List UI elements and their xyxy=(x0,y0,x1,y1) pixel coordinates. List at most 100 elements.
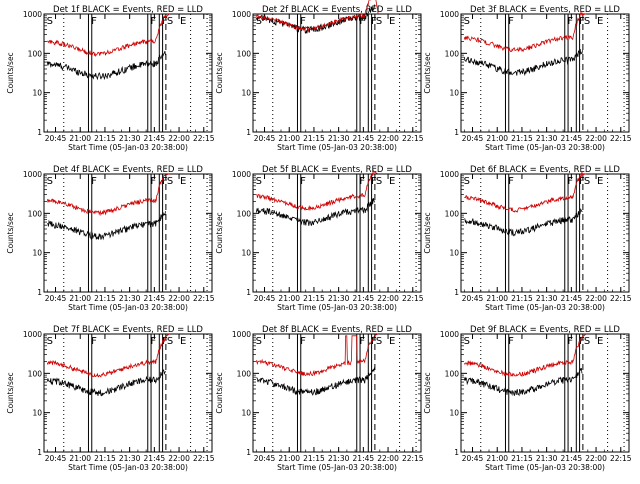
x-tick-label: 21:00 xyxy=(486,134,508,143)
x-axis-label: Start Time (05-Jan-03 20:38:00) xyxy=(485,303,605,312)
x-tick-label: 21:00 xyxy=(486,294,508,303)
flag-letter: S xyxy=(376,16,382,27)
flag-letter: F xyxy=(150,16,156,27)
x-tick-label: 21:00 xyxy=(278,134,300,143)
series-lld xyxy=(47,13,170,57)
x-axis-label: Start Time (05-Jan-03 20:38:00) xyxy=(277,143,397,152)
flag-letter: S xyxy=(376,336,382,347)
flag-letter: F xyxy=(162,336,168,347)
flag-letter: F xyxy=(150,176,156,187)
flag-letter: S xyxy=(584,336,590,347)
series-lld xyxy=(464,171,587,213)
x-tick-label: 20:45 xyxy=(254,294,276,303)
x-tick-label: 21:15 xyxy=(94,294,116,303)
x-tick-label: 20:45 xyxy=(462,294,484,303)
y-axis-label: Counts/sec xyxy=(423,212,432,253)
flag-letter: S xyxy=(464,336,470,347)
panel-title: Det 1f BLACK = Events, RED = LLD xyxy=(53,5,203,15)
plot-frame xyxy=(460,333,630,453)
flag-letter: E xyxy=(389,16,395,27)
flag-letter: S xyxy=(464,176,470,187)
x-tick-label: 21:45 xyxy=(561,294,583,303)
x-tick-label: 21:45 xyxy=(144,294,166,303)
flag-letter: F xyxy=(150,336,156,347)
panel-2: Det 2f BLACK = Events, RED = LLD 1 10 100 10… xyxy=(215,0,424,152)
y-tick-label: 1000 xyxy=(232,170,251,179)
flag-letter: F xyxy=(300,176,306,187)
x-tick-label: 21:45 xyxy=(144,454,166,463)
series-events xyxy=(463,48,583,77)
flag-letter: F xyxy=(162,16,168,27)
panel-title: Det 3f BLACK = Events, RED = LLD xyxy=(470,5,620,15)
flag-letter: E xyxy=(180,16,186,27)
y-axis-label: Counts/sec xyxy=(423,52,432,93)
flag-letter: E xyxy=(180,336,186,347)
y-axis-label: Counts/sec xyxy=(215,212,224,253)
x-tick-label: 21:00 xyxy=(69,454,91,463)
x-tick-label: 22:00 xyxy=(585,134,607,143)
x-tick-label: 22:00 xyxy=(377,134,399,143)
x-axis-label: Start Time (05-Jan-03 20:38:00) xyxy=(68,463,188,472)
panel-title: Det 6f BLACK = Events, RED = LLD xyxy=(470,165,620,175)
x-tick-label: 21:15 xyxy=(303,454,325,463)
series-events xyxy=(464,208,583,237)
x-tick-label: 22:00 xyxy=(168,134,190,143)
panel-1: Det 1f BLACK = Events, RED = LLD 1 10 100 10… xyxy=(6,5,215,152)
y-tick-label: 10 xyxy=(449,409,459,418)
panel-title: Det 9f BLACK = Events, RED = LLD xyxy=(470,325,620,335)
y-tick-label: 100 xyxy=(445,369,460,378)
flag-letter: F xyxy=(91,336,97,347)
series-lld xyxy=(46,173,170,217)
x-tick-label: 21:30 xyxy=(536,454,558,463)
x-tick-label: 21:30 xyxy=(119,294,141,303)
x-tick-label: 22:15 xyxy=(610,454,632,463)
panel-3: Det 3f BLACK = Events, RED = LLD 1 10 100 10… xyxy=(423,5,632,152)
y-tick-label: 10 xyxy=(32,409,42,418)
x-tick-label: 20:45 xyxy=(254,454,276,463)
x-tick-label: 20:45 xyxy=(45,134,67,143)
flag-letter: S xyxy=(167,16,173,27)
series-events xyxy=(46,50,166,81)
x-tick-label: 21:45 xyxy=(561,134,583,143)
x-tick-label: 20:45 xyxy=(254,134,276,143)
flag-letter: E xyxy=(597,336,603,347)
plot-frame xyxy=(252,13,422,133)
y-tick-label: 1000 xyxy=(440,10,459,19)
x-tick-label: 21:30 xyxy=(328,454,350,463)
y-tick-label: 1 xyxy=(37,288,42,297)
x-tick-label: 21:00 xyxy=(278,294,300,303)
flag-letter: S xyxy=(584,176,590,187)
flag-letter: S xyxy=(464,16,470,27)
y-tick-label: 1 xyxy=(454,288,459,297)
y-tick-label: 1000 xyxy=(23,10,42,19)
y-tick-label: 10 xyxy=(32,89,42,98)
x-tick-label: 21:15 xyxy=(303,294,325,303)
series-events xyxy=(463,367,583,397)
flag-letter: E xyxy=(389,176,395,187)
y-tick-label: 100 xyxy=(237,49,252,58)
flag-letter: F xyxy=(371,336,377,347)
series-lld xyxy=(255,0,379,33)
x-tick-label: 21:45 xyxy=(353,454,375,463)
flag-letter: S xyxy=(256,16,262,27)
flag-letter: S xyxy=(47,16,53,27)
flag-letter: F xyxy=(508,336,514,347)
flag-letter: F xyxy=(371,16,377,27)
y-tick-label: 1 xyxy=(454,448,459,457)
x-tick-label: 21:30 xyxy=(119,454,141,463)
x-tick-label: 22:00 xyxy=(585,294,607,303)
y-tick-label: 1 xyxy=(454,128,459,137)
x-tick-label: 21:30 xyxy=(536,134,558,143)
x-axis-label: Start Time (05-Jan-03 20:38:00) xyxy=(485,463,605,472)
x-tick-label: 21:45 xyxy=(144,134,166,143)
flag-letter: F xyxy=(91,176,97,187)
series-lld xyxy=(463,333,587,378)
x-tick-label: 21:15 xyxy=(511,454,533,463)
y-tick-label: 100 xyxy=(237,369,252,378)
flag-letter: E xyxy=(389,336,395,347)
x-tick-label: 21:45 xyxy=(353,294,375,303)
y-axis-label: Counts/sec xyxy=(215,52,224,93)
y-tick-label: 10 xyxy=(449,89,459,98)
